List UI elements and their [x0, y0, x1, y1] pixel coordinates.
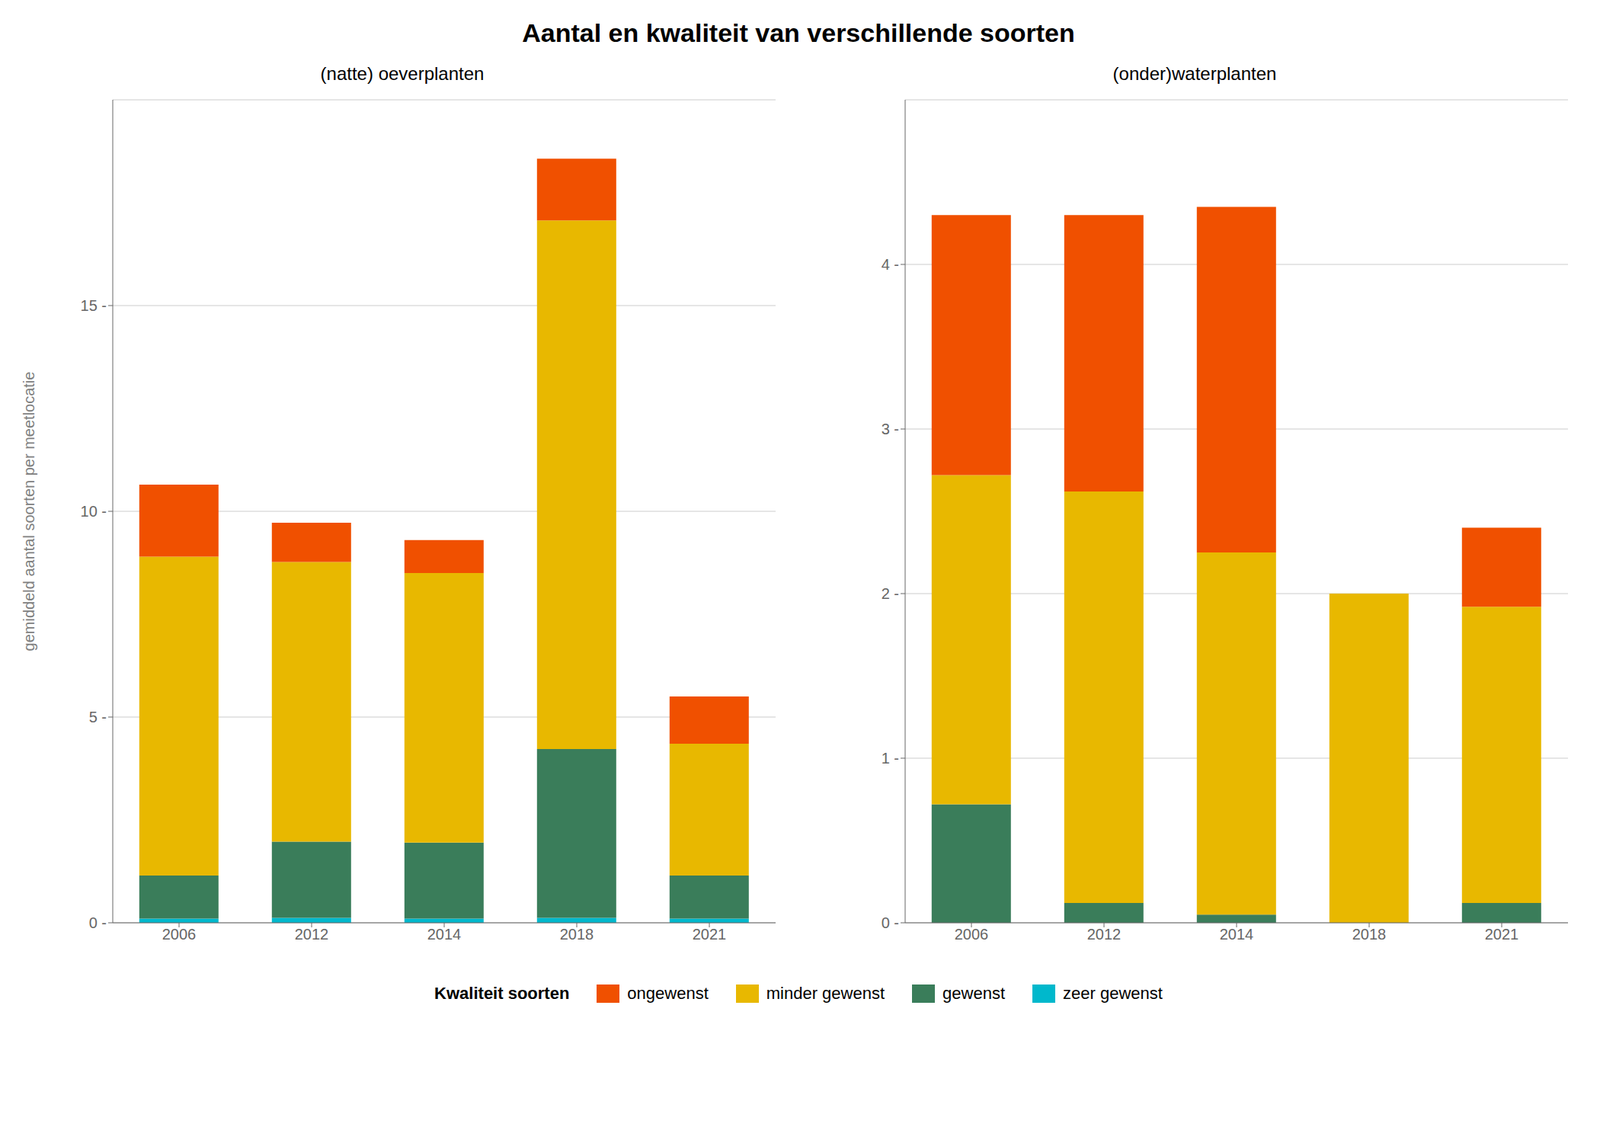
svg-text:2018: 2018	[1352, 925, 1387, 943]
html-text:(onder)waterplanten: (onder)waterplanten	[1112, 63, 1277, 84]
svg-text:2014: 2014	[1219, 925, 1255, 943]
svg-text:0 -: 0 -	[89, 914, 107, 932]
html-text:ongewenst: ongewenst	[627, 983, 709, 1003]
svg-text:2018: 2018	[560, 925, 595, 943]
svg-text:2006: 2006	[954, 925, 989, 943]
svg-text:5 -: 5 -	[89, 708, 107, 726]
svg-text:3 -: 3 -	[881, 420, 900, 438]
html-text:gewenst: gewenst	[942, 983, 1005, 1003]
svg-text:15 -: 15 -	[80, 297, 107, 314]
svg-text:10 -: 10 -	[80, 502, 107, 520]
svg-text:2021: 2021	[1484, 925, 1520, 943]
html-text:minder gewenst: minder gewenst	[766, 983, 885, 1003]
svg-text:2021: 2021	[692, 925, 727, 943]
svg-text:gemiddeld aantal soorten per m: gemiddeld aantal soorten per meetlocatie	[20, 371, 38, 652]
html-text:(natte) oeverplanten: (natte) oeverplanten	[320, 63, 485, 84]
html-text:Kwaliteit soorten: Kwaliteit soorten	[434, 983, 570, 1003]
html-text:Aantal en kwaliteit van versch: Aantal en kwaliteit van verschillende so…	[522, 18, 1075, 48]
svg-text:1 -: 1 -	[881, 749, 900, 767]
svg-text:2 -: 2 -	[881, 585, 900, 602]
html-text:zeer gewenst: zeer gewenst	[1062, 983, 1163, 1003]
svg-text:2006: 2006	[162, 925, 197, 943]
svg-text:2014: 2014	[427, 925, 462, 943]
svg-text:4 -: 4 -	[881, 256, 900, 273]
svg-text:2012: 2012	[294, 925, 330, 943]
svg-text:0 -: 0 -	[881, 914, 900, 932]
svg-text:2012: 2012	[1087, 925, 1122, 943]
